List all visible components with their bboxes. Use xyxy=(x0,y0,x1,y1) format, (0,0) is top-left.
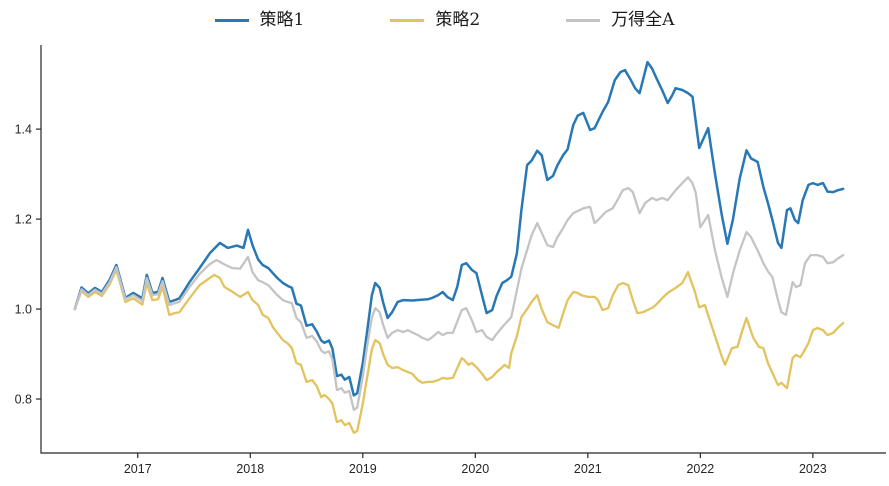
x-tick-label: 2018 xyxy=(236,462,264,476)
legend-item-strategy-1: 策略1 xyxy=(214,10,305,30)
x-tick-label: 2020 xyxy=(461,462,489,476)
y-tick-label: 1.0 xyxy=(15,303,32,317)
series-line-strategy-2 xyxy=(73,268,845,434)
legend-line-swatch-strategy-2 xyxy=(390,19,425,22)
y-tick-label: 0.8 xyxy=(15,393,32,407)
x-tick-label: 2021 xyxy=(574,462,602,476)
legend-line-swatch-strategy-1 xyxy=(214,19,249,22)
legend-label: 策略1 xyxy=(259,10,305,30)
series-line-wind-all-a xyxy=(73,176,845,411)
x-tick-label: 2022 xyxy=(686,462,714,476)
x-tick-label: 2023 xyxy=(799,462,827,476)
chart-legend: 策略1 策略2 万得全A xyxy=(0,12,889,29)
series-line-strategy-1 xyxy=(73,60,845,397)
legend-item-strategy-2: 策略2 xyxy=(390,12,480,29)
legend-item-wind-all-a: 万得全A xyxy=(566,12,674,29)
legend-label: 策略2 xyxy=(435,10,481,30)
y-tick-label: 1.2 xyxy=(15,213,32,227)
x-tick-label: 2019 xyxy=(349,462,377,476)
legend-label: 万得全A xyxy=(611,10,675,30)
axis-spines xyxy=(40,45,886,454)
x-tick-label: 2017 xyxy=(124,462,152,476)
y-tick-label: 1.4 xyxy=(15,123,32,137)
legend-line-swatch-wind-all-a xyxy=(566,19,601,22)
